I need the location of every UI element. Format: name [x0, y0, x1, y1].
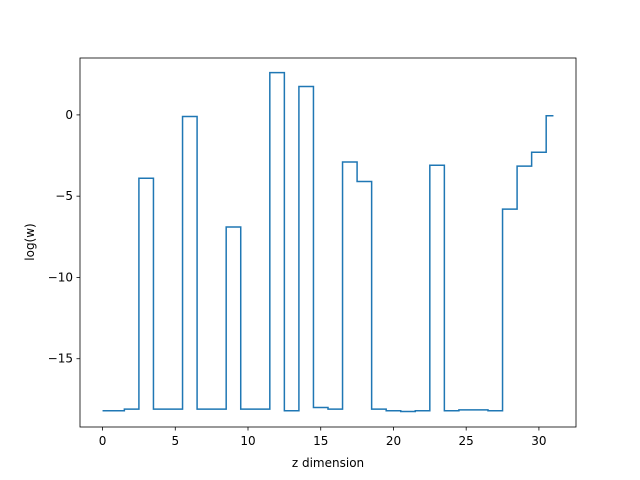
y-tick-label: −15	[48, 352, 73, 366]
x-tick-label: 15	[313, 434, 328, 448]
x-tick-label: 5	[171, 434, 179, 448]
plot-area	[102, 71, 554, 413]
axes-frame	[79, 57, 577, 428]
y-axis-label: log(w)	[23, 223, 37, 260]
x-tick-label: 20	[386, 434, 401, 448]
x-tick-label: 25	[459, 434, 474, 448]
x-tick-label: 10	[240, 434, 255, 448]
x-tick-label: 0	[99, 434, 107, 448]
y-tick-label: −10	[48, 270, 73, 284]
y-axis-ticks: 0 −5 −10 −15	[48, 108, 80, 366]
series-line	[102, 71, 554, 413]
x-tick-label: 30	[531, 434, 546, 448]
x-axis-label: z dimension	[292, 456, 364, 470]
x-axis-ticks: 0 5 10 15 20 25 30	[99, 427, 547, 448]
y-tick-label: −5	[55, 189, 73, 203]
y-tick-label: 0	[65, 108, 73, 122]
